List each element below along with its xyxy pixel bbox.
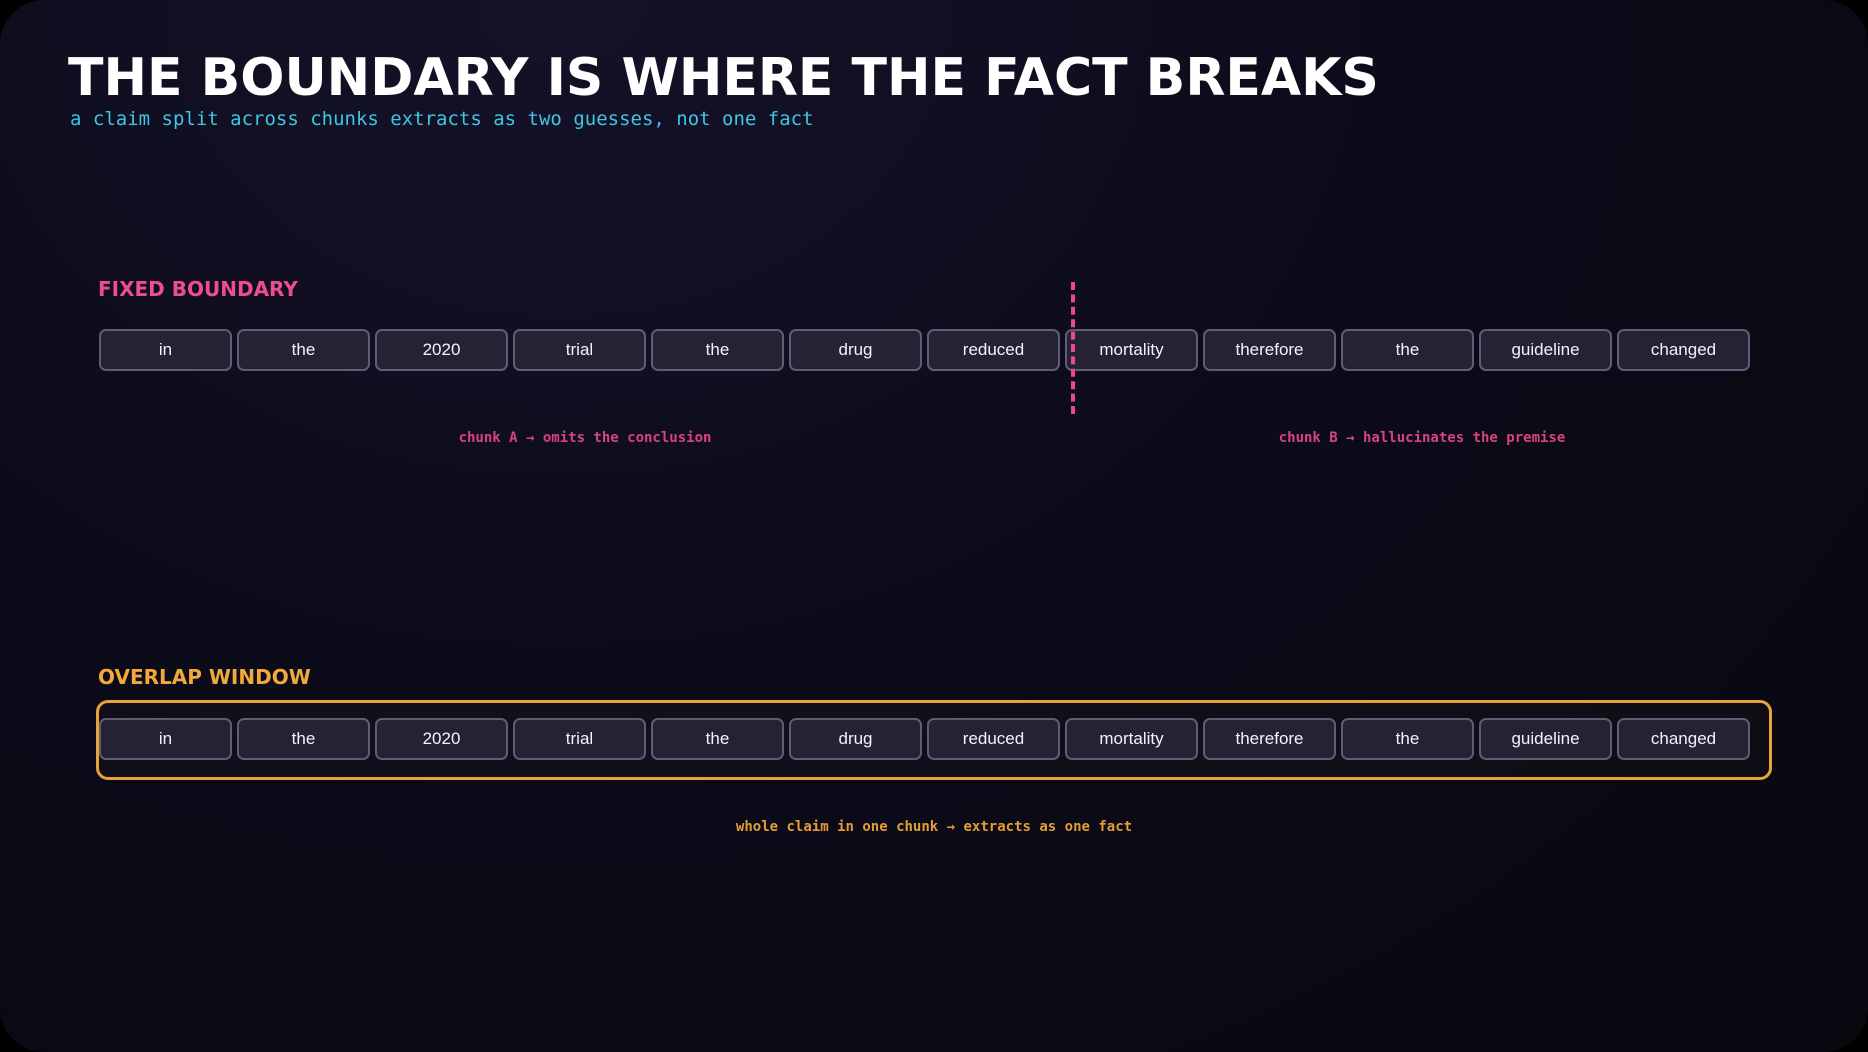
token: trial <box>513 718 646 760</box>
token: the <box>651 718 784 760</box>
chunk-b-note: chunk B → hallucinates the premise <box>1278 430 1566 446</box>
fixed-boundary-label: FIXED BOUNDARY <box>98 277 298 301</box>
token: guideline <box>1479 329 1612 371</box>
token: the <box>237 329 370 371</box>
token: therefore <box>1203 718 1336 760</box>
token: mortality <box>1065 329 1198 371</box>
token: reduced <box>927 718 1060 760</box>
token: in <box>99 718 232 760</box>
token: 2020 <box>375 329 508 371</box>
token: drug <box>789 718 922 760</box>
token: drug <box>789 329 922 371</box>
page-subtitle: a claim split across chunks extracts as … <box>70 108 814 130</box>
overlap-window-frame <box>96 700 1772 780</box>
token: changed <box>1617 718 1750 760</box>
token: the <box>1341 329 1474 371</box>
fixed-token-row: in the 2020 trial the drug reduced morta… <box>99 329 1750 371</box>
token: in <box>99 329 232 371</box>
token: changed <box>1617 329 1750 371</box>
token: trial <box>513 329 646 371</box>
overlap-note: whole claim in one chunk → extracts as o… <box>735 819 1133 835</box>
page-title: THE BOUNDARY IS WHERE THE FACT BREAKS <box>68 48 1379 108</box>
overlap-window-label: OVERLAP WINDOW <box>98 665 311 689</box>
token: mortality <box>1065 718 1198 760</box>
token: guideline <box>1479 718 1612 760</box>
token: therefore <box>1203 329 1336 371</box>
token: the <box>1341 718 1474 760</box>
token: 2020 <box>375 718 508 760</box>
chunk-a-note: chunk A → omits the conclusion <box>458 430 712 446</box>
token: the <box>237 718 370 760</box>
overlap-token-row: in the 2020 trial the drug reduced morta… <box>99 718 1750 760</box>
chunk-boundary-line <box>1071 282 1075 414</box>
token: reduced <box>927 329 1060 371</box>
token: the <box>651 329 784 371</box>
